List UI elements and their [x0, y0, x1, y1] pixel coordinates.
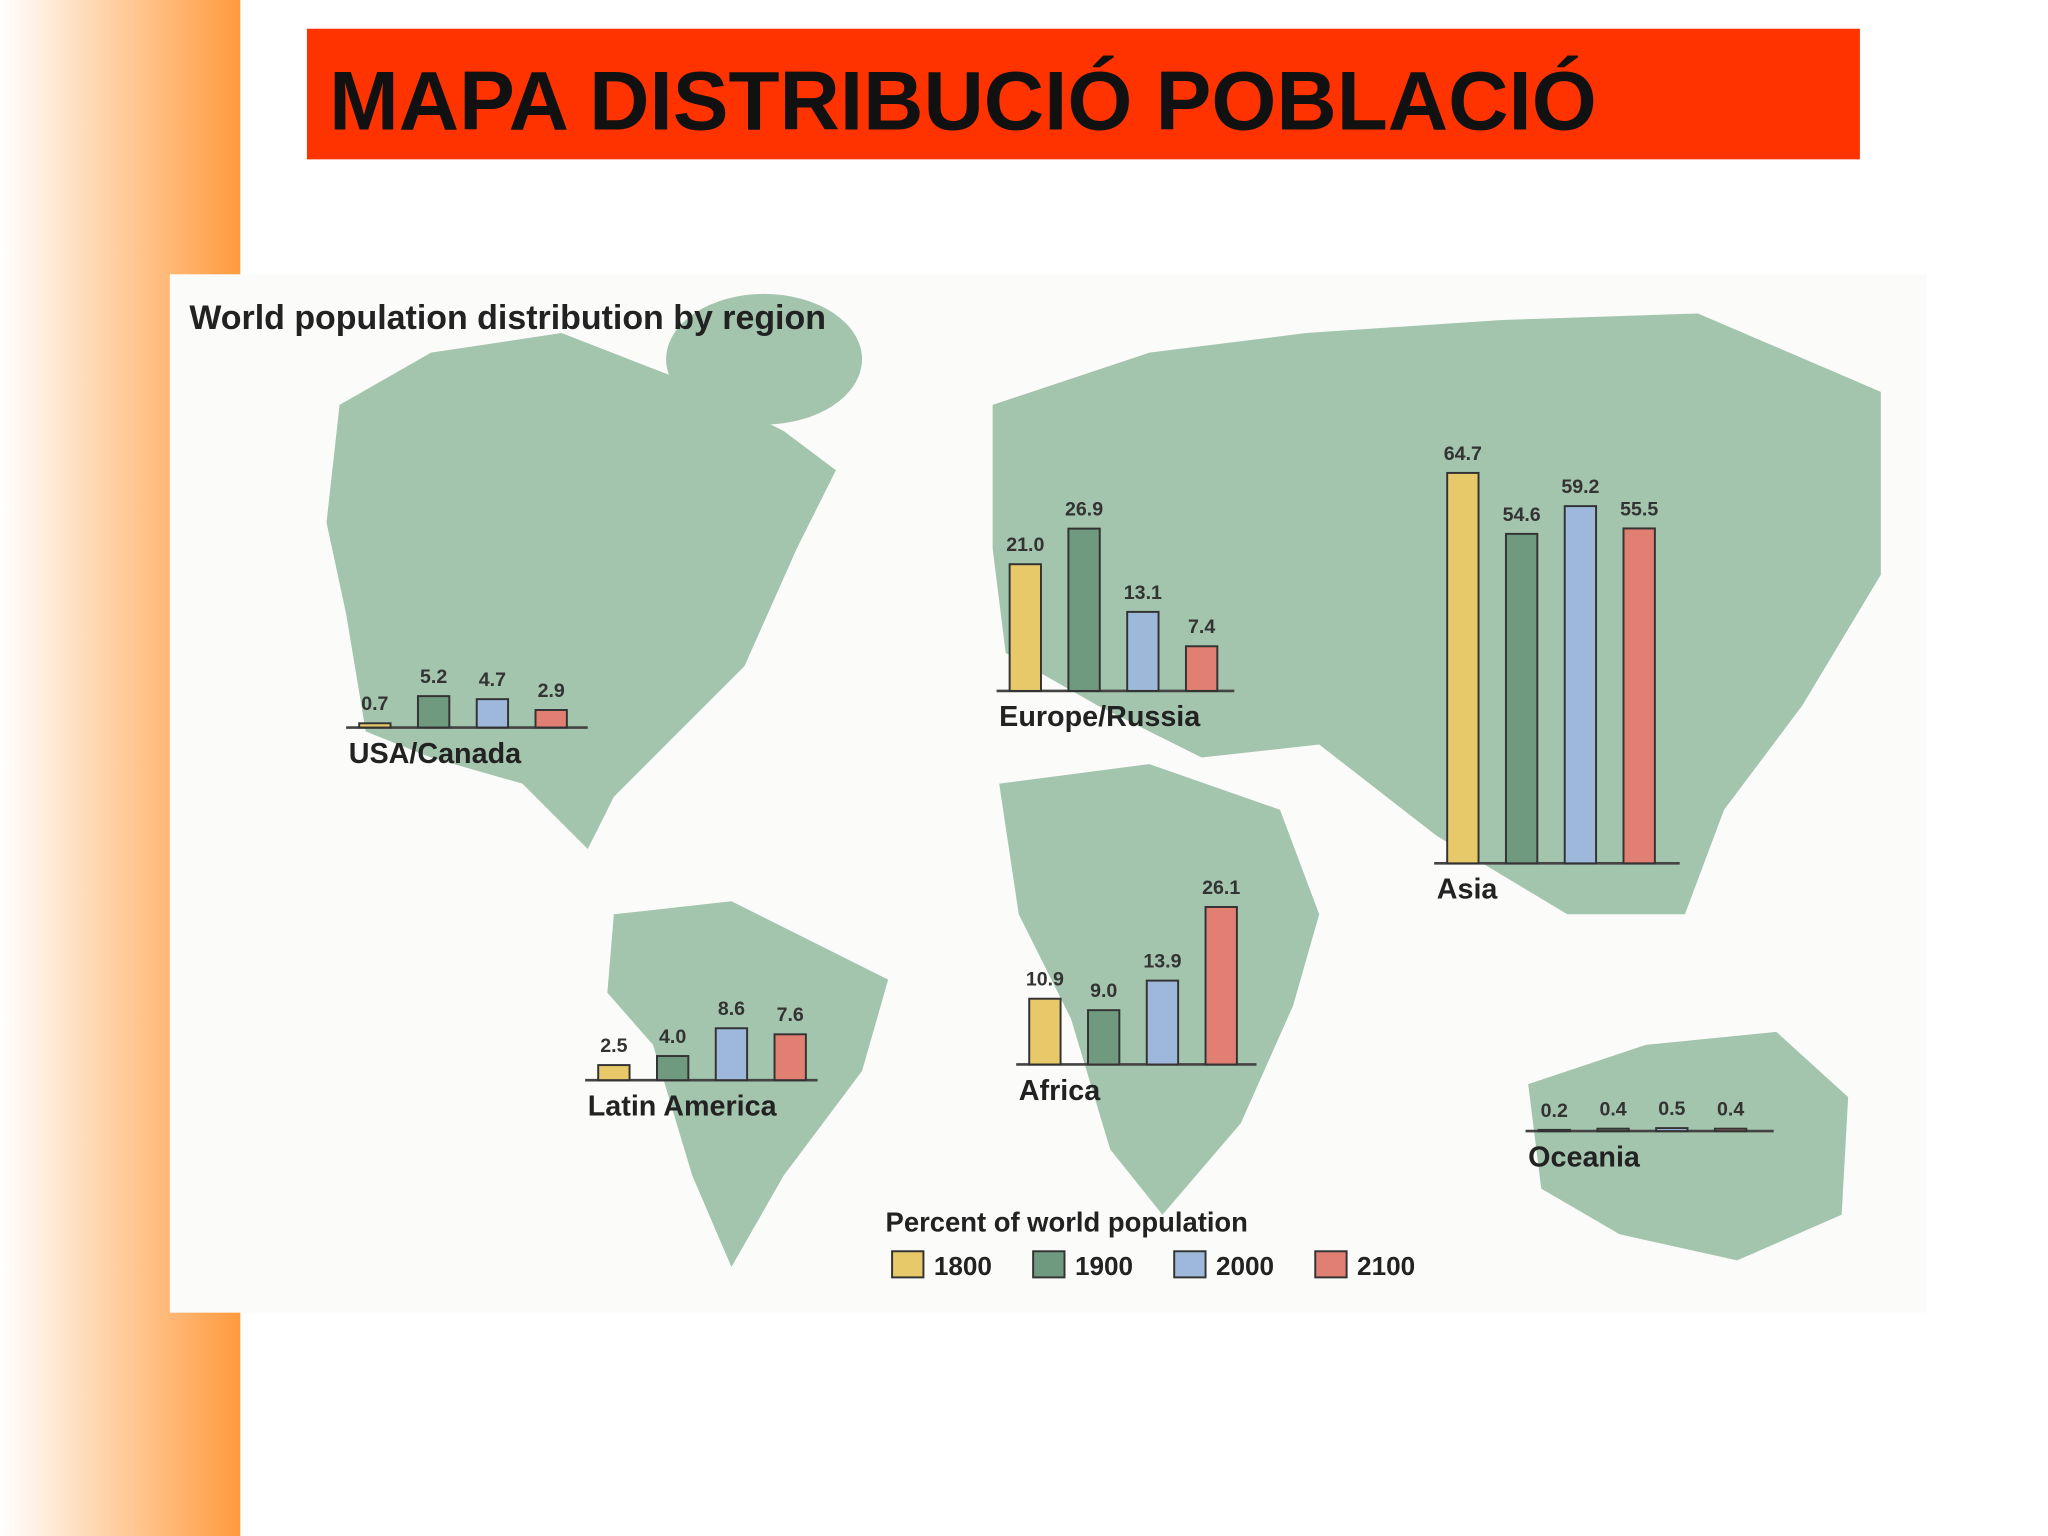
bar	[1537, 1128, 1571, 1133]
bar	[773, 1033, 807, 1082]
value-label: 21.0	[1006, 534, 1044, 556]
region-label: Africa	[1019, 1075, 1101, 1107]
greenland	[666, 293, 863, 425]
legend-swatch	[1314, 1250, 1348, 1279]
region-label: USA/Canada	[349, 738, 522, 770]
value-label: 59.2	[1561, 476, 1599, 498]
legend-label: 2100	[1357, 1251, 1415, 1281]
slide-title: MAPA DISTRIBUCIÓ POBLACIÓ	[329, 53, 1597, 147]
bar	[1563, 505, 1598, 865]
australia	[1528, 1031, 1849, 1261]
bar	[1204, 906, 1238, 1066]
value-label: 13.9	[1143, 951, 1181, 973]
bar	[1713, 1127, 1748, 1133]
bar	[475, 698, 510, 729]
bar	[1067, 527, 1101, 692]
bar	[1596, 1127, 1630, 1133]
eurasia	[992, 313, 1881, 915]
value-label: 55.5	[1620, 498, 1658, 520]
value-label: 4.7	[479, 669, 506, 691]
title-box	[306, 28, 1860, 160]
bar	[1504, 532, 1539, 865]
value-label: 0.2	[1541, 1100, 1568, 1122]
legend-title: Percent of world population	[886, 1207, 1248, 1238]
value-label: 54.6	[1503, 504, 1541, 526]
bar	[656, 1055, 690, 1082]
value-label: 9.0	[1090, 980, 1117, 1002]
value-label: 7.6	[777, 1004, 804, 1026]
legend-swatch	[1173, 1250, 1207, 1279]
value-label: 4.0	[659, 1026, 686, 1048]
legend-label: 2000	[1216, 1251, 1274, 1281]
legend-swatch	[1032, 1250, 1066, 1279]
bar	[1655, 1127, 1689, 1133]
value-label: 5.2	[420, 666, 447, 688]
legend-label: 1900	[1075, 1251, 1133, 1281]
north-america	[326, 333, 836, 849]
bar	[597, 1064, 631, 1082]
value-label: 8.6	[718, 998, 745, 1020]
bar	[1028, 997, 1062, 1066]
bar	[714, 1027, 749, 1082]
legend-swatch	[891, 1250, 925, 1279]
value-label: 0.4	[1717, 1099, 1744, 1121]
value-label: 64.7	[1444, 443, 1482, 465]
bar	[534, 709, 568, 729]
bar	[416, 695, 451, 729]
bar	[1126, 610, 1160, 692]
bar	[358, 722, 392, 729]
value-label: 10.9	[1026, 969, 1064, 991]
region-label: Latin America	[588, 1090, 778, 1122]
bar	[1446, 471, 1480, 865]
value-label: 2.9	[538, 680, 565, 702]
region-label: Europe/Russia	[999, 701, 1201, 733]
legend-label: 1800	[934, 1251, 992, 1281]
south-america	[607, 901, 889, 1267]
bar	[1184, 645, 1219, 692]
value-label: 2.5	[600, 1035, 627, 1057]
bar	[1622, 527, 1656, 865]
value-label: 26.9	[1065, 499, 1103, 521]
region-label: Asia	[1437, 874, 1499, 906]
chart-title: World population distribution by region	[189, 299, 826, 337]
bar	[1008, 563, 1042, 692]
value-label: 13.1	[1124, 582, 1162, 604]
value-label: 0.4	[1599, 1099, 1626, 1121]
region-label: Oceania	[1528, 1141, 1641, 1173]
value-label: 0.5	[1658, 1098, 1685, 1120]
map-land	[326, 293, 1881, 1267]
value-label: 0.7	[361, 693, 388, 715]
value-label: 7.4	[1188, 616, 1215, 638]
value-label: 26.1	[1202, 877, 1240, 899]
bar	[1145, 979, 1180, 1066]
bar	[1087, 1009, 1121, 1066]
